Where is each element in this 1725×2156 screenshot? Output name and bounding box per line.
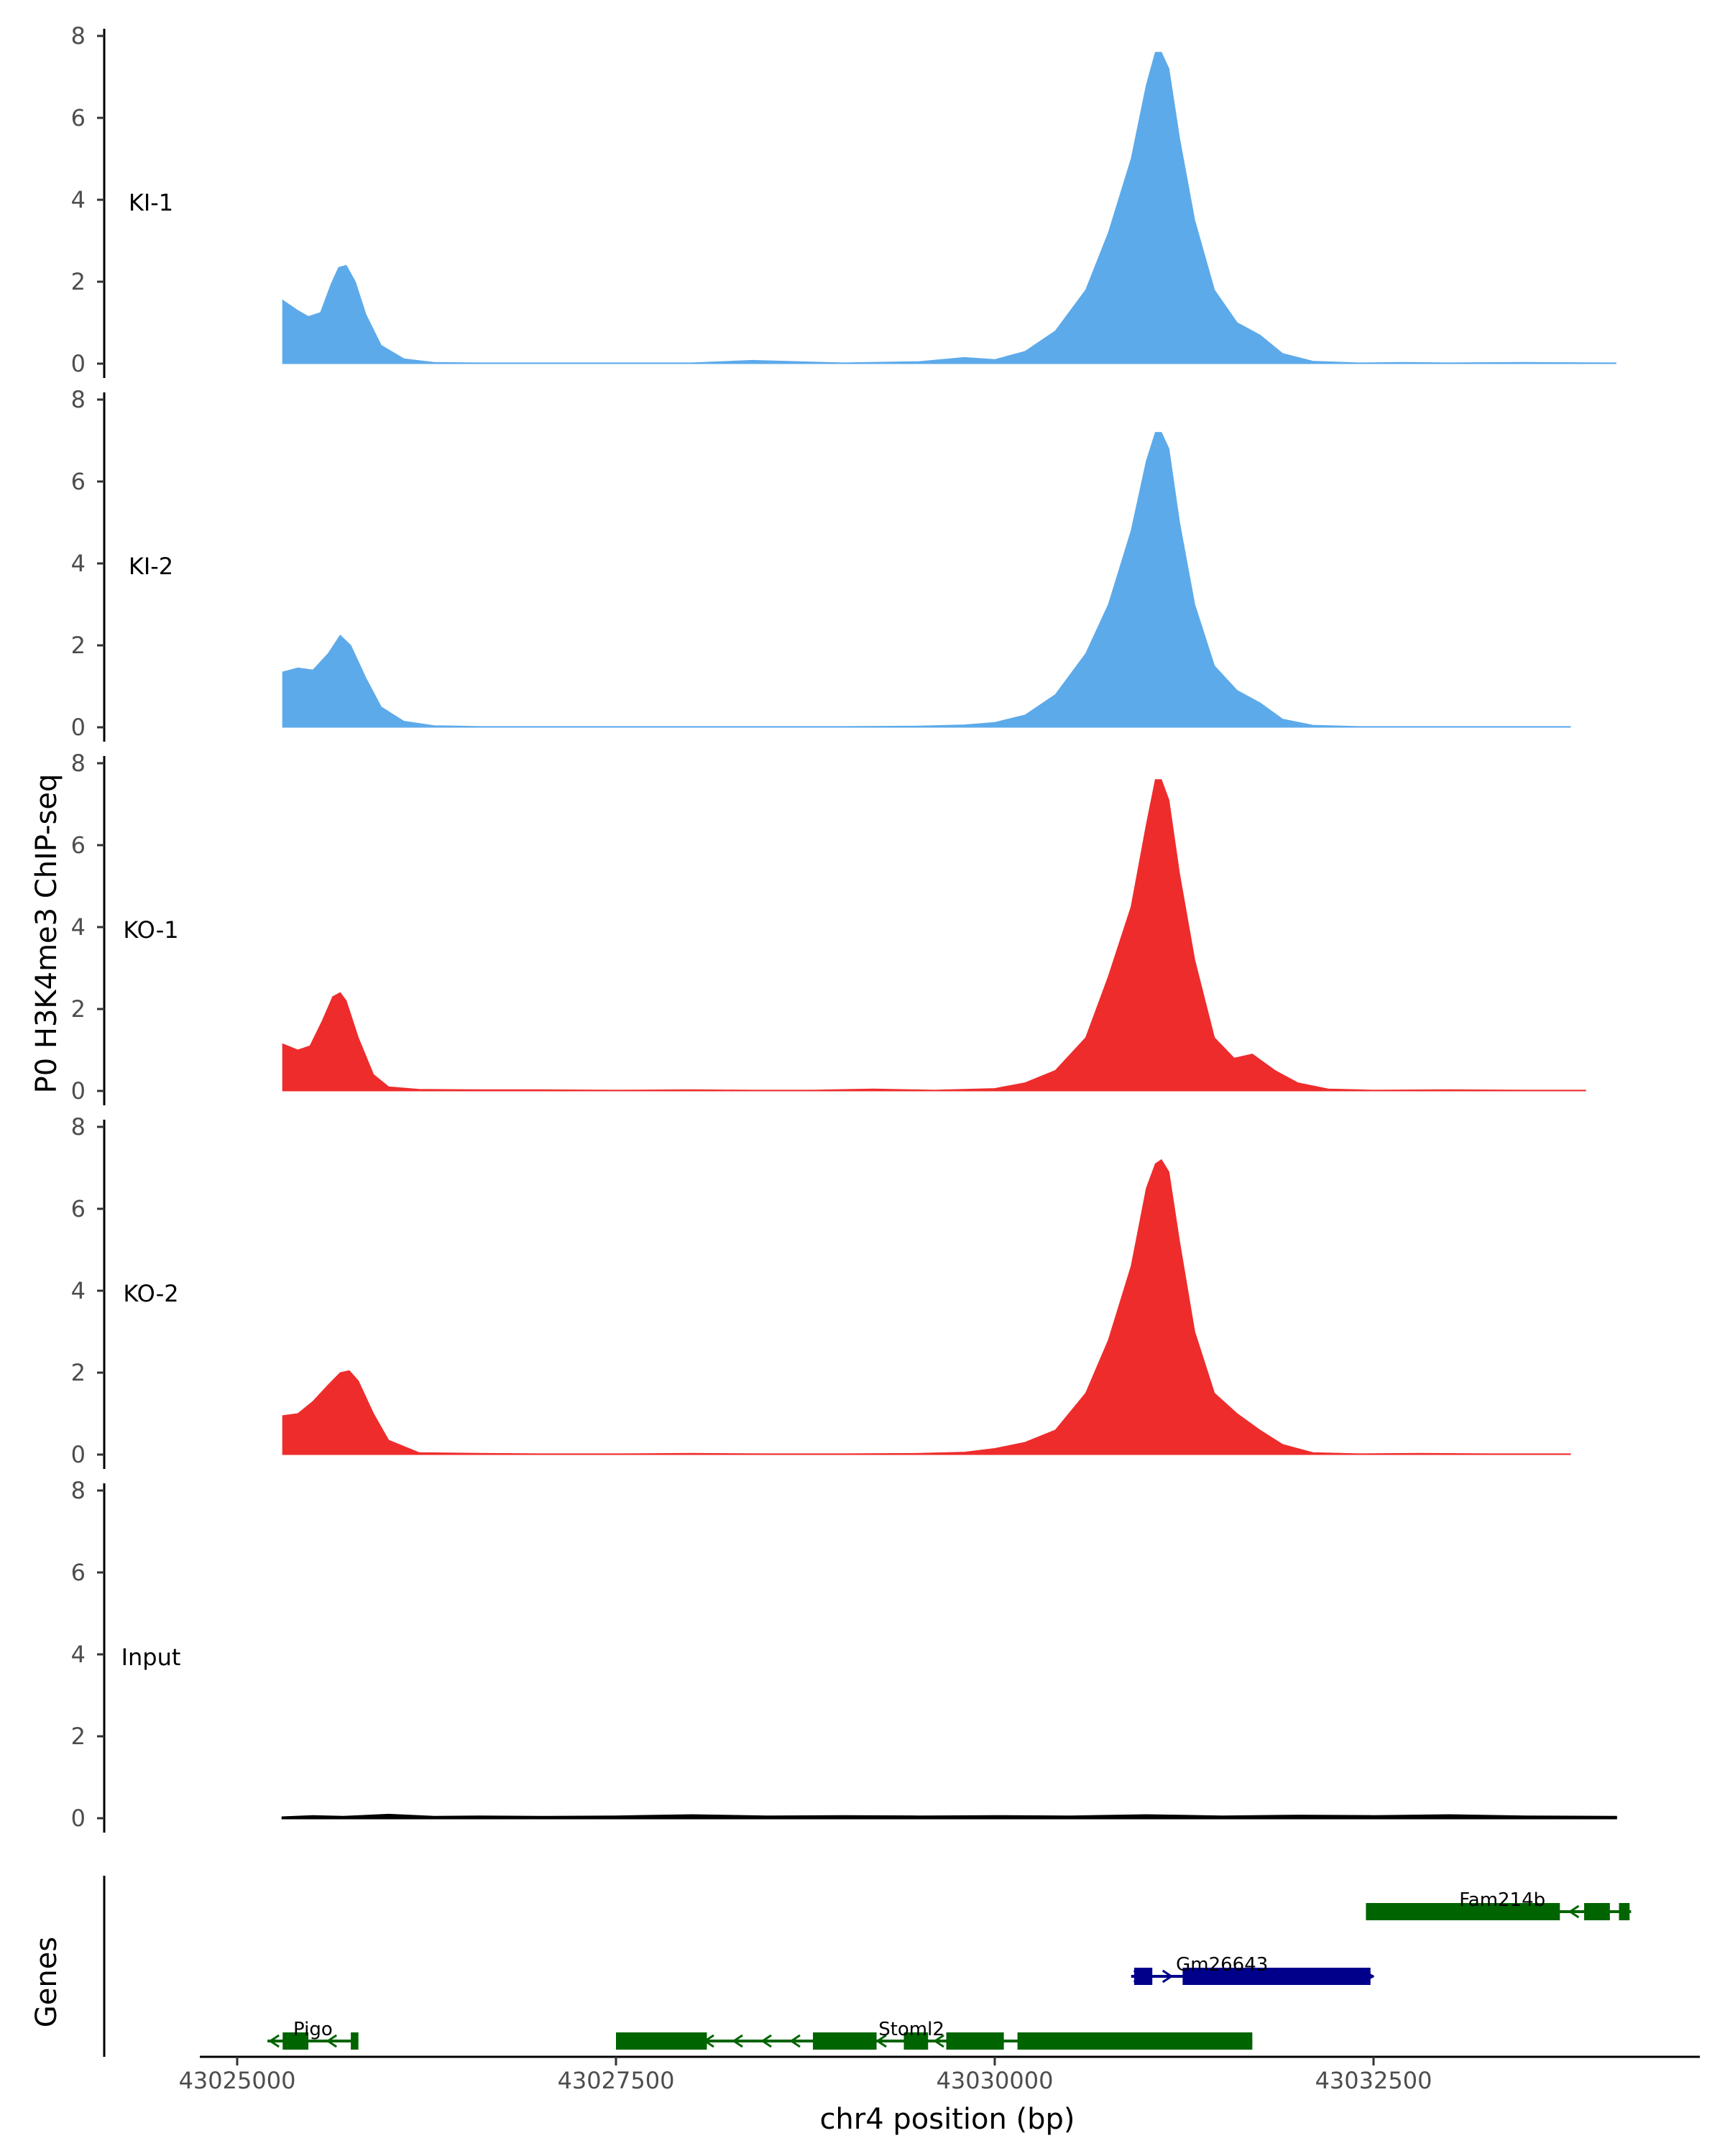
y-tick-label: 2 xyxy=(71,1723,86,1750)
track-ko-2: 0 2 4 6 8 KO-2 xyxy=(71,1113,1571,1469)
gene-fam214b: Fam214b xyxy=(1366,1889,1632,1920)
track-label: KI-1 xyxy=(129,189,173,216)
track-label: Input xyxy=(121,1644,181,1671)
gene-name-label: Pigo xyxy=(293,2019,333,2040)
gene-gm26643: Gm26643 xyxy=(1131,1954,1375,1985)
coverage-area-ki-2 xyxy=(282,432,1571,728)
gene-exon xyxy=(616,2032,707,2050)
gene-exon xyxy=(1366,1903,1560,1920)
x-tick-label: 43030000 xyxy=(937,2067,1054,2094)
y-tick-label: 8 xyxy=(71,1477,86,1504)
gene-name-label: Gm26643 xyxy=(1176,1954,1268,1976)
track-label: KO-2 xyxy=(123,1280,178,1307)
strand-arrow xyxy=(933,2034,944,2048)
y-tick-label: 6 xyxy=(71,1559,86,1586)
x-tick-label: 43027500 xyxy=(558,2067,675,2094)
coverage-area-ko-1 xyxy=(282,779,1586,1092)
gene-name-label: Fam214b xyxy=(1459,1889,1545,1911)
gene-exon xyxy=(1584,1903,1610,1920)
y-tick-label: 0 xyxy=(71,714,86,741)
y-tick-label: 8 xyxy=(71,750,86,777)
track-input: 0 2 4 6 8 Input xyxy=(71,1477,1617,1833)
strand-arrow xyxy=(875,2034,887,2048)
strand-arrow xyxy=(326,2034,337,2048)
strand-arrow xyxy=(1162,1969,1174,1984)
y-tick-label: 4 xyxy=(71,1277,86,1304)
y-tick-label: 8 xyxy=(71,1113,86,1141)
strand-arrow xyxy=(760,2034,772,2048)
strand-arrow xyxy=(732,2034,743,2048)
y-tick-label: 8 xyxy=(71,386,86,413)
y-tick-label: 6 xyxy=(71,104,86,132)
x-axis-title: chr4 position (bp) xyxy=(819,2103,1075,2136)
x-tick-label: 43025000 xyxy=(179,2067,296,2094)
track-label: KO-1 xyxy=(123,916,178,944)
y-tick-label: 6 xyxy=(71,831,86,859)
gene-exon xyxy=(946,2032,1004,2050)
y-tick-label: 6 xyxy=(71,468,86,495)
strand-arrow xyxy=(789,2034,801,2048)
y-tick-label: 2 xyxy=(71,632,86,659)
y-tick-label: 2 xyxy=(71,1359,86,1386)
gene-exon xyxy=(1619,1903,1630,1920)
strand-arrow xyxy=(1568,1904,1580,1919)
y-tick-label: 0 xyxy=(71,1077,86,1105)
gene-exon xyxy=(1017,2032,1253,2050)
y-tick-label: 0 xyxy=(71,1441,86,1468)
coverage-area-ko-2 xyxy=(282,1158,1571,1455)
track-ki-2: 0 2 4 6 8 KI-2 xyxy=(71,386,1571,742)
strand-arrow xyxy=(268,2034,280,2048)
y-tick-label: 4 xyxy=(71,186,86,213)
gene-exon xyxy=(351,2032,359,2050)
coverage-area-ki-1 xyxy=(282,52,1616,364)
track-ko-1: 0 2 4 6 8 KO-1 xyxy=(71,750,1586,1105)
y-tick-label: 2 xyxy=(71,268,86,295)
gene-exon xyxy=(282,2032,309,2050)
genes-axis-title: Genes xyxy=(30,1937,63,2027)
gene-exon xyxy=(813,2032,877,2050)
track-label: KI-2 xyxy=(129,553,173,580)
y-tick-label: 0 xyxy=(71,350,86,377)
gene-stoml2: Stoml2 xyxy=(616,2019,1253,2050)
gene-annotation-panel: 43025000 43027500 43030000 43032500 Pigo Stom… xyxy=(103,1876,1700,2094)
y-tick-label: 8 xyxy=(71,22,86,50)
y-tick-label: 6 xyxy=(71,1195,86,1222)
y-tick-label: 0 xyxy=(71,1805,86,1832)
track-ki-1: 0 2 4 6 8 KI-1 xyxy=(71,22,1616,378)
y-tick-label: 4 xyxy=(71,1641,86,1668)
gene-exon xyxy=(1182,1968,1371,1985)
y-tick-label: 4 xyxy=(71,550,86,577)
gene-name-label: Stoml2 xyxy=(878,2019,944,2040)
y-axis-title: P0 H3K4me3 ChIP-seq xyxy=(30,774,63,1094)
y-tick-label: 4 xyxy=(71,913,86,941)
gene-exon xyxy=(1133,1968,1153,1985)
gene-pigo: Pigo xyxy=(267,2019,359,2050)
coverage-tracks: 0 2 4 6 8 KI-1 0 2 4 6 8 KI-2 0 2 4 6 8 KO-1 0 2 4 6 8 KO-2 0 2 4 6… xyxy=(71,22,1617,1833)
x-tick-label: 43032500 xyxy=(1315,2067,1432,2094)
y-tick-label: 2 xyxy=(71,995,86,1023)
coverage-area-input xyxy=(281,1813,1617,1820)
gene-exon xyxy=(903,2032,929,2050)
